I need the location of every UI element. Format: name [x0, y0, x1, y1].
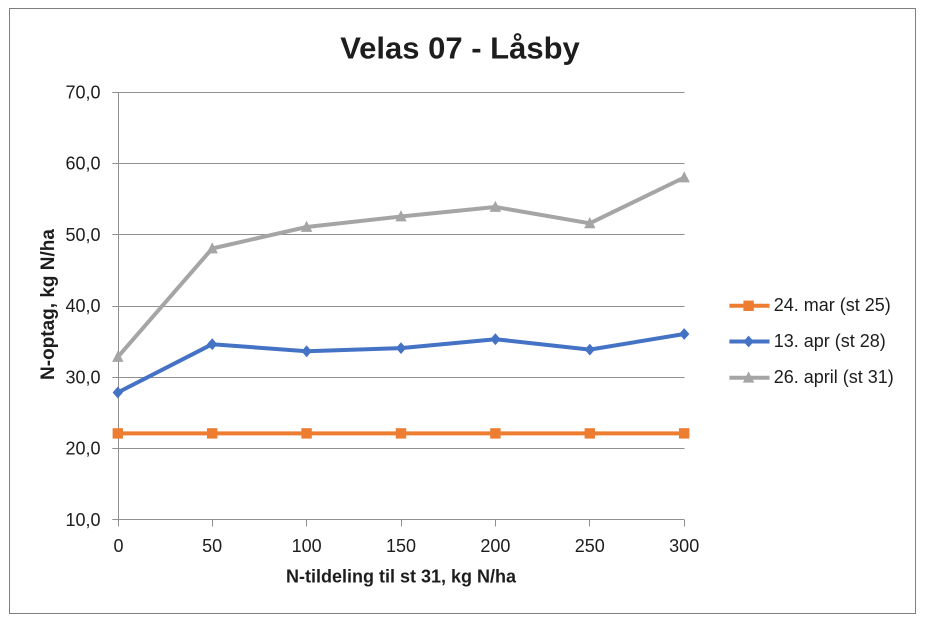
- svg-text:50: 50: [202, 536, 222, 556]
- svg-text:250: 250: [575, 536, 605, 556]
- svg-text:24. mar (st 25): 24. mar (st 25): [774, 295, 891, 315]
- svg-text:0: 0: [113, 536, 123, 556]
- svg-text:Velas 07 - Låsby: Velas 07 - Låsby: [340, 31, 580, 66]
- svg-text:200: 200: [480, 536, 510, 556]
- svg-text:40,0: 40,0: [65, 296, 100, 316]
- svg-text:10,0: 10,0: [65, 510, 100, 530]
- svg-text:30,0: 30,0: [65, 367, 100, 387]
- svg-text:13. apr (st 28): 13. apr (st 28): [774, 331, 886, 351]
- svg-text:20,0: 20,0: [65, 439, 100, 459]
- svg-text:N-optag, kg N/ha: N-optag, kg N/ha: [38, 229, 59, 380]
- svg-text:150: 150: [386, 536, 416, 556]
- svg-text:N-tildeling til st 31, kg N/ha: N-tildeling til st 31, kg N/ha: [286, 567, 517, 587]
- svg-text:50,0: 50,0: [65, 225, 100, 245]
- svg-text:60,0: 60,0: [65, 154, 100, 174]
- svg-text:70,0: 70,0: [65, 82, 100, 102]
- svg-text:100: 100: [292, 536, 322, 556]
- svg-text:300: 300: [669, 536, 699, 556]
- svg-text:26. april (st 31): 26. april (st 31): [774, 367, 894, 387]
